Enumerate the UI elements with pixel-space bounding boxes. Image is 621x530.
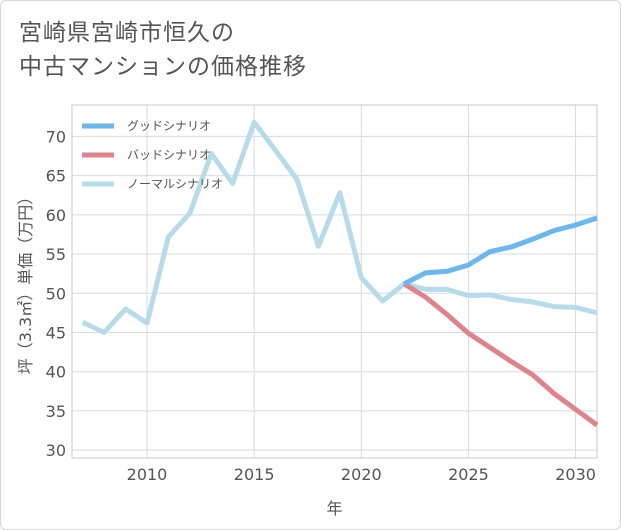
y-gridlines xyxy=(72,135,597,451)
y-tick-label: 35 xyxy=(46,402,66,421)
plot-area-border xyxy=(71,104,598,459)
y-tick-labels: 30 35 40 45 50 55 60 65 70 xyxy=(46,127,66,460)
x-tick-label: 2020 xyxy=(341,465,382,484)
legend-label: グッドシナリオ xyxy=(127,119,211,133)
y-tick-label: 70 xyxy=(46,127,66,146)
y-tick-label: 65 xyxy=(46,167,66,186)
y-tick-label: 55 xyxy=(46,245,66,264)
x-tick-label: 2025 xyxy=(448,465,489,484)
y-tick-label: 60 xyxy=(46,206,66,225)
x-gridlines xyxy=(146,105,577,458)
y-tick-label: 40 xyxy=(46,363,66,382)
series-line-2 xyxy=(81,119,598,335)
x-tick-labels: 2010 2015 2020 2025 2030 xyxy=(127,465,596,484)
series-line-1 xyxy=(402,281,599,428)
x-tick-label: 2030 xyxy=(555,465,596,484)
y-tick-label: 45 xyxy=(46,323,66,342)
chart-title-line-1: 宮崎県宮崎市恒久の xyxy=(19,20,235,46)
series-line-0 xyxy=(403,215,598,287)
x-axis-label: 年 xyxy=(326,499,342,518)
series-layer xyxy=(81,119,599,428)
legend-label: バッドシナリオ xyxy=(127,148,211,162)
chart-title-line-2: 中古マンションの価格推移 xyxy=(19,54,307,80)
legend-label: ノーマルシナリオ xyxy=(127,177,223,191)
y-tick-label: 30 xyxy=(46,441,66,460)
y-axis-label: 坪（3.3㎡）単価（万円） xyxy=(16,189,35,374)
x-tick-label: 2015 xyxy=(234,465,275,484)
x-tick-label: 2010 xyxy=(127,465,168,484)
chart-title: 宮崎県宮崎市恒久の 中古マンションの価格推移 xyxy=(19,16,307,84)
y-tick-label: 50 xyxy=(46,284,66,303)
